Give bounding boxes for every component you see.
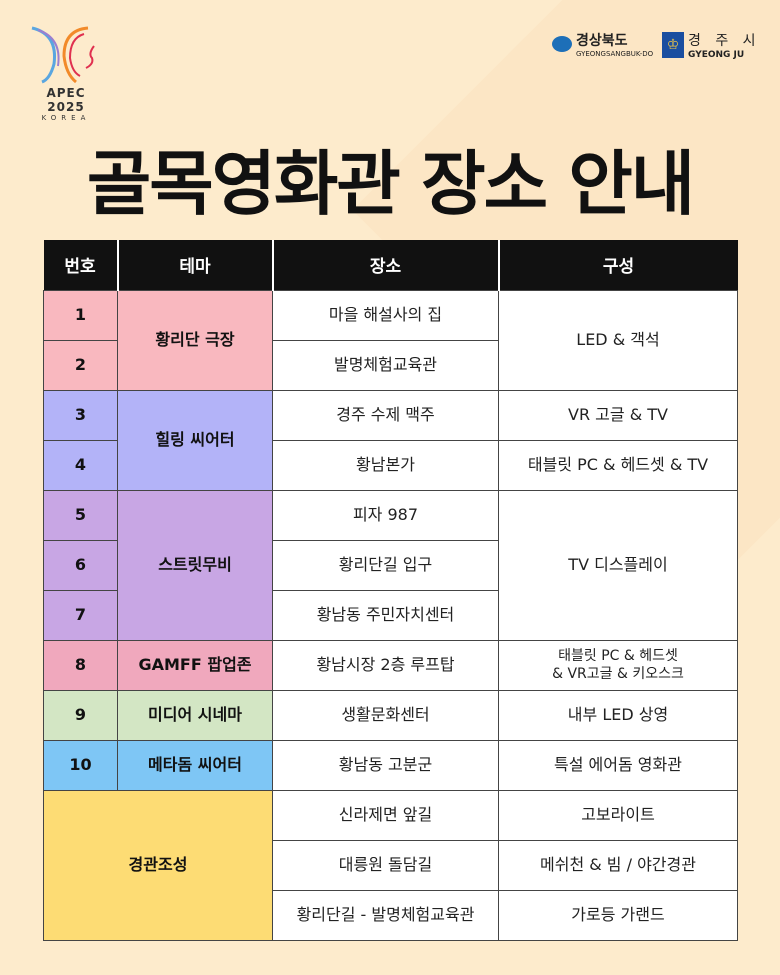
apec-logo: APEC 2025 KOREA bbox=[26, 24, 106, 122]
config-cell: 가로등 가랜드 bbox=[498, 889, 738, 941]
place-cell: 피자 987 bbox=[272, 489, 499, 541]
venue-table: 번호 테마 장소 구성 1 황리단 극장 마을 해설사의 집 LED & 객석 2 발명… bbox=[43, 240, 738, 941]
korea-text: KOREA bbox=[41, 114, 91, 122]
table-row: 5 스트릿무비 피자 987 TV 디스플레이 bbox=[43, 489, 738, 641]
theme-cell: 메타돔 씨어터 bbox=[117, 739, 273, 791]
gyeongbuk-kr: 경상북도 bbox=[576, 33, 628, 49]
config-cell: 메쉬천 & 빔 / 야간경관 bbox=[498, 839, 738, 891]
table-row: 9 미디어 시네마 생활문화센터 내부 LED 상영 bbox=[43, 689, 738, 741]
theme-cell: 미디어 시네마 bbox=[117, 689, 273, 741]
gyeongju-emblem-icon: ♔ bbox=[662, 32, 684, 58]
place-cell: 황리단길 - 발명체험교육관 bbox=[272, 889, 499, 941]
theme-cell: 황리단 극장 bbox=[117, 289, 273, 391]
table-row: 8 GAMFF 팝업존 황남시장 2층 루프탑 태블릿 PC & 헤드셋 & VR고글 … bbox=[43, 639, 738, 691]
apec-text: APEC 2025 bbox=[46, 86, 86, 114]
config-cell: 태블릿 PC & 헤드셋 & VR고글 & 키오스크 bbox=[498, 639, 738, 691]
row-number: 3 bbox=[43, 389, 118, 441]
row-number: 6 bbox=[43, 539, 118, 591]
gyeongbuk-en: GYEONGSANGBUK-DO bbox=[576, 50, 654, 58]
config-cell: 특설 에어돔 영화관 bbox=[498, 739, 738, 791]
table-row: 7 황남동 주민자치센터 bbox=[43, 589, 738, 641]
config-cell: 태블릿 PC & 헤드셋 & TV bbox=[498, 439, 738, 491]
row-number: 5 bbox=[43, 489, 118, 541]
place-cell: 황남동 고분군 bbox=[272, 739, 499, 791]
gyeongju-en: GYEONG JU bbox=[688, 50, 745, 60]
row-number: 10 bbox=[43, 739, 118, 791]
gyeongju-logo: ♔ 경 주 시 GYEONG JU bbox=[662, 30, 761, 60]
place-cell: 신라제면 앞길 bbox=[272, 789, 499, 841]
place-cell: 생활문화센터 bbox=[272, 689, 499, 741]
row-number: 1 bbox=[43, 289, 118, 341]
config-cell: 내부 LED 상영 bbox=[498, 689, 738, 741]
config-cell: 고보라이트 bbox=[498, 789, 738, 841]
table-row: 10 메타돔 씨어터 황남동 고분군 특설 에어돔 영화관 bbox=[43, 739, 738, 791]
col-header: 번호 bbox=[43, 240, 118, 290]
row-number: 4 bbox=[43, 439, 118, 491]
table-header: 번호 테마 장소 구성 bbox=[43, 240, 738, 290]
theme-cell: 힐링 씨어터 bbox=[117, 389, 273, 491]
row-number: 8 bbox=[43, 639, 118, 691]
place-cell: 황남본가 bbox=[272, 439, 499, 491]
place-cell: 황리단길 입구 bbox=[272, 539, 499, 591]
table-row: 3 힐링 씨어터 경주 수제 맥주 VR 고글 & TV bbox=[43, 389, 738, 491]
gyeongbuk-emblem-icon bbox=[552, 36, 572, 52]
table-row: 대릉원 돌담길 메쉬천 & 빔 / 야간경관 bbox=[44, 839, 738, 891]
gyeongbuk-logo: 경상북도 GYEONGSANGBUK-DO bbox=[552, 30, 653, 58]
col-header: 구성 bbox=[497, 240, 738, 290]
place-cell: 황남시장 2층 루프탑 bbox=[272, 639, 499, 691]
theme-cell: 스트릿무비 bbox=[117, 489, 273, 641]
theme-cell: GAMFF 팝업존 bbox=[117, 639, 273, 691]
table-row: 4 황남본가 태블릿 PC & 헤드셋 & TV bbox=[43, 439, 738, 491]
config-line: 태블릿 PC & 헤드셋 bbox=[558, 647, 678, 664]
place-cell: 황남동 주민자치센터 bbox=[272, 589, 499, 641]
col-header: 장소 bbox=[271, 240, 499, 290]
place-cell: 대릉원 돌담길 bbox=[272, 839, 499, 891]
page-title: 골목영화관 장소 안내 bbox=[86, 143, 695, 225]
place-cell: 경주 수제 맥주 bbox=[272, 389, 499, 441]
row-number: 2 bbox=[43, 339, 118, 391]
place-cell: 발명체험교육관 bbox=[272, 339, 499, 391]
row-number: 9 bbox=[43, 689, 118, 741]
apec-emblem-icon bbox=[31, 26, 95, 84]
table-row: 6 황리단길 입구 bbox=[43, 539, 738, 591]
table-row: 2 발명체험교육관 bbox=[43, 339, 738, 391]
config-cell: TV 디스플레이 bbox=[498, 489, 738, 641]
config-line: & VR고글 & 키오스크 bbox=[552, 666, 684, 682]
place-cell: 마을 해설사의 집 bbox=[272, 289, 499, 341]
table-row: 1 황리단 극장 마을 해설사의 집 LED & 객석 bbox=[43, 289, 738, 391]
col-header: 테마 bbox=[116, 240, 273, 290]
table-row: 경관조성 신라제면 앞길 고보라이트 bbox=[43, 789, 738, 941]
config-cell: VR 고글 & TV bbox=[498, 389, 738, 441]
table-row: 황리단길 - 발명체험교육관 가로등 가랜드 bbox=[44, 889, 738, 941]
gyeongju-kr: 경 주 시 bbox=[688, 33, 761, 49]
config-cell: LED & 객석 bbox=[498, 289, 738, 391]
theme-cell: 경관조성 bbox=[43, 789, 273, 941]
row-number: 7 bbox=[43, 589, 118, 641]
